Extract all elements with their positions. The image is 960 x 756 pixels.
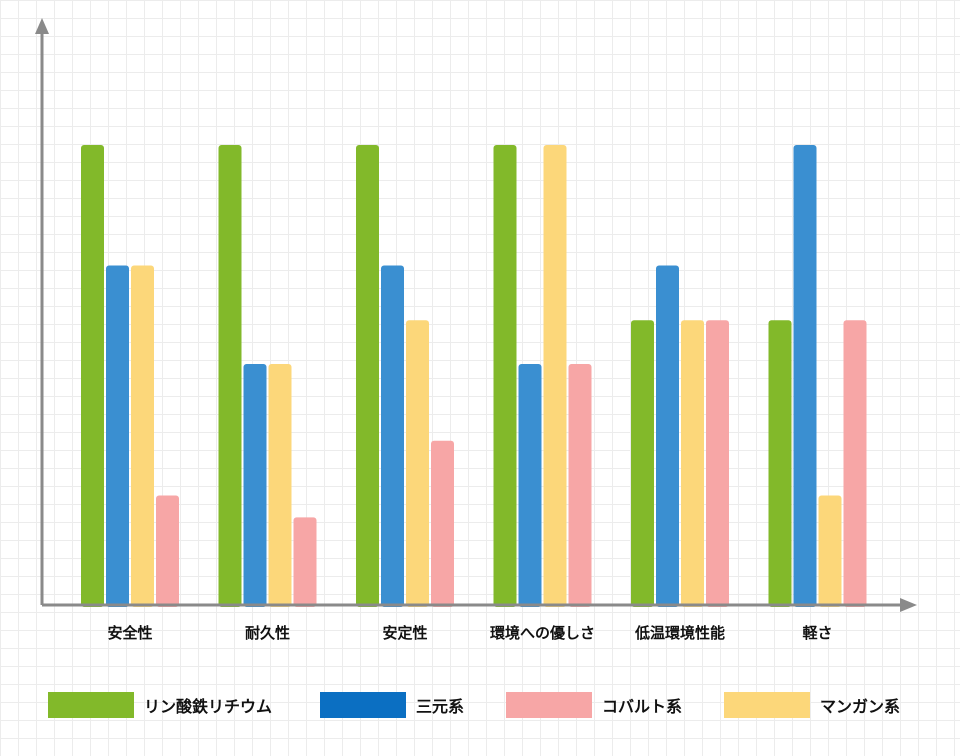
legend-item-manganese: マンガン系: [724, 690, 900, 720]
bar-5-3: [843, 320, 867, 607]
bar-1-1: [243, 364, 267, 607]
x-tick-label-0: 安全性: [107, 624, 152, 642]
bar-2-1: [381, 265, 404, 607]
bar-3-2: [543, 145, 567, 607]
x-tick-label-3: 環境への優しさ: [490, 624, 595, 642]
axes-layer: [35, 18, 917, 612]
bar-3-1: [518, 364, 542, 607]
bar-2-2: [406, 320, 429, 607]
legend-item-ternary: 三元系: [320, 690, 464, 720]
x-tick-label-4: 低温環境性能: [634, 624, 725, 642]
legend-label-ternary: 三元系: [416, 697, 465, 716]
legend-swatch-ternary: [320, 692, 406, 718]
legend-label-manganese: マンガン系: [820, 697, 901, 716]
bar-3-0: [493, 145, 517, 607]
legend-label-cobalt: コバルト系: [602, 697, 683, 716]
bars-layer: [81, 145, 867, 607]
bar-5-2: [818, 495, 842, 607]
bar-1-3: [293, 517, 317, 607]
labels-layer: 安全性 耐久性 安定性 環境への優しさ 低温環境性能 軽さ: [107, 624, 832, 642]
bar-3-3: [568, 364, 592, 607]
bar-4-0: [631, 320, 654, 607]
bar-0-3: [156, 495, 179, 607]
bar-4-2: [681, 320, 704, 607]
bar-1-0: [218, 145, 242, 607]
legend-swatch-manganese: [724, 692, 810, 718]
x-tick-label-5: 軽さ: [802, 624, 832, 642]
bar-1-2: [268, 364, 292, 607]
bar-4-3: [706, 320, 729, 607]
bar-2-0: [356, 145, 379, 607]
bar-2-3: [431, 440, 454, 607]
bar-0-0: [81, 145, 104, 607]
y-axis-arrow: [35, 18, 49, 34]
legend-swatch-lfp: [48, 692, 134, 718]
x-tick-label-2: 安定性: [382, 624, 427, 642]
x-tick-label-1: 耐久性: [245, 624, 290, 642]
bar-0-1: [106, 265, 129, 607]
bar-5-0: [768, 320, 792, 607]
bar-4-1: [656, 265, 679, 607]
legend-item-lfp: リン酸鉄リチウム: [48, 690, 272, 720]
legend-label-lfp: リン酸鉄リチウム: [144, 697, 273, 716]
x-axis-arrow: [900, 598, 917, 612]
legend: リン酸鉄リチウム 三元系 コバルト系 マンガン系: [48, 690, 928, 720]
bar-0-2: [131, 265, 154, 607]
legend-swatch-cobalt: [506, 692, 592, 718]
legend-item-cobalt: コバルト系: [506, 690, 682, 720]
bar-5-1: [793, 145, 817, 607]
